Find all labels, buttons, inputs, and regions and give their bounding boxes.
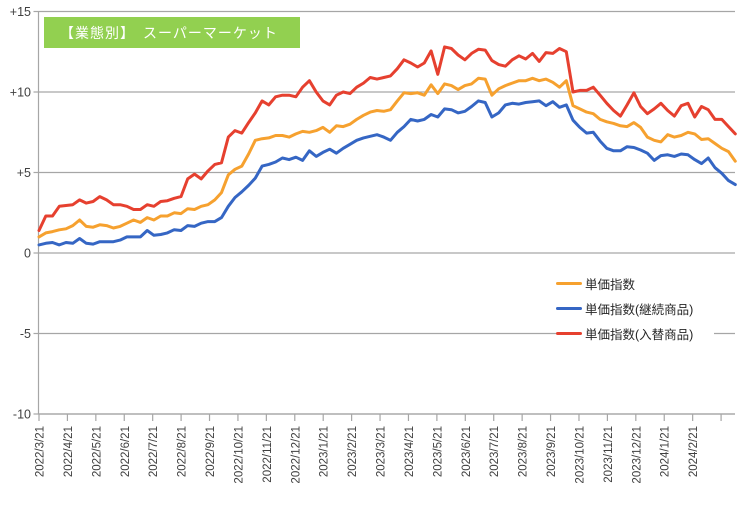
series-line-blue [37,99,737,247]
legend-item-unit-price-index: 単価指数 [556,271,714,296]
x-axis-label: 2023/2/21 [347,426,359,477]
legend-item-unit-price-index-replacement: 単価指数(入替商品) [556,321,714,346]
x-axis-label: 2023/3/21 [376,426,388,477]
legend-label: 単価指数(入替商品) [585,328,694,342]
x-axis-label: 2022/11/21 [262,426,274,483]
legend-label: 単価指数 [585,278,636,292]
chart-title-box: 【業態別】 スーパーマーケット [44,17,300,48]
legend-swatch-blue-icon [556,307,582,310]
y-axis-label: +15 [10,5,31,19]
y-axis-label: +10 [10,86,31,100]
series-line-red [37,45,737,232]
y-axis-label: +5 [17,166,31,180]
x-axis-label: 2022/6/21 [120,426,132,477]
x-axis-label: 2023/4/21 [404,426,416,477]
x-axis-label: 2022/12/21 [290,426,302,484]
x-axis-label: 2022/4/21 [63,426,75,477]
legend-label: 単価指数(継続商品) [585,303,694,317]
x-axis-label: 2023/7/21 [489,426,501,477]
x-axis-label: 2022/7/21 [148,426,160,477]
y-axis-label: 0 [24,247,31,261]
x-axis-label: 2022/10/21 [233,426,245,484]
x-axis-label: 2023/12/21 [631,426,643,484]
x-axis-label: 2023/6/21 [461,426,473,477]
series-line-orange [37,76,737,239]
x-axis-label: 2023/8/21 [518,426,530,477]
chart-title: 【業態別】 スーパーマーケット [60,24,278,41]
x-axis-label: 2023/1/21 [319,426,331,477]
legend-item-unit-price-index-continuing: 単価指数(継続商品) [556,296,714,321]
x-axis-label: 2023/10/21 [574,426,586,484]
y-axis-label: -5 [20,327,31,341]
x-axis-label: 2024/2/21 [688,426,700,477]
x-axis-label: 2022/3/21 [35,426,47,477]
y-axis-label: -10 [13,408,31,422]
x-axis-label: 2024/1/21 [660,426,672,477]
x-axis-label: 2022/8/21 [177,426,189,477]
x-axis-label: 2022/5/21 [91,426,103,477]
legend-swatch-orange-icon [556,282,582,285]
chart-legend: 単価指数 単価指数(継続商品) 単価指数(入替商品) [556,270,714,347]
x-axis-label: 2023/9/21 [546,426,558,477]
x-axis-label: 2023/11/21 [603,426,615,483]
x-axis-label: 2022/9/21 [205,426,217,477]
legend-swatch-red-icon [556,332,582,335]
x-axis-label: 2023/5/21 [432,426,444,477]
